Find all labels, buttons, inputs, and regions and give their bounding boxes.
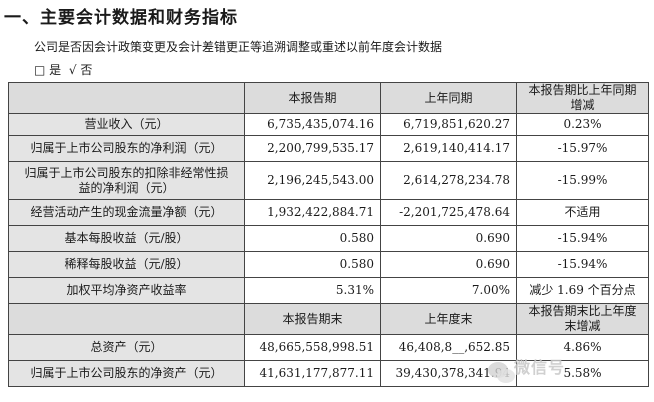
prior-value: 7.00%: [380, 277, 517, 304]
change-value: 不适用: [516, 199, 649, 226]
table-row: 归属于上市公司股东的净资产（元） 41,631,177,877.11 39,43…: [8, 360, 649, 387]
current-value: 48,665,558,998.51: [244, 334, 381, 361]
change-value: 减少 1.69 个百分点: [516, 277, 649, 304]
prior-value: 0.690: [380, 225, 517, 252]
restatement-question: 公司是否因会计政策变更及会计差错更正等追溯调整或重述以前年度会计数据: [34, 40, 443, 54]
current-value: 2,196,245,543.00: [244, 161, 381, 200]
current-value: 6,735,435,074.16: [244, 113, 381, 136]
table-row: 经营活动产生的现金流量净额（元） 1,932,422,884.71 -2,201…: [8, 199, 649, 226]
row-label-line: 归属于上市公司股东的扣除非经常性损: [24, 165, 229, 180]
row-label: 总资产（元）: [8, 334, 245, 361]
header-cell: 上年度末: [380, 303, 517, 335]
table-row: 稀释每股收益（元/股） 0.580 0.690 -15.94%: [8, 251, 649, 278]
row-label: 归属于上市公司股东的净资产（元）: [8, 360, 245, 387]
table-header-row: 本报告期 上年同期 本报告期比上年同期增减: [8, 82, 649, 114]
checkmark-icon: √: [68, 63, 77, 77]
change-value: 5.58%: [516, 360, 649, 387]
table-row: 加权平均净资产收益率 5.31% 7.00% 减少 1.69 个百分点: [8, 277, 649, 304]
row-label: 加权平均净资产收益率: [8, 277, 245, 304]
row-label-line: 益的净利润（元）: [78, 180, 175, 195]
row-label: 营业收入（元）: [8, 113, 245, 136]
checkbox-empty-icon: □: [34, 63, 46, 77]
prior-value: 0.690: [380, 251, 517, 278]
table-row: 营业收入（元） 6,735,435,074.16 6,719,851,620.2…: [8, 113, 649, 136]
header-cell: 上年同期: [380, 82, 517, 114]
prior-value: 6,719,851,620.27: [380, 113, 517, 136]
prior-value: 46,408,8__,652.85: [380, 334, 517, 361]
row-label: 稀释每股收益（元/股）: [8, 251, 245, 278]
change-value: -15.97%: [516, 135, 649, 162]
prior-value: 2,614,278,234.78: [380, 161, 517, 200]
header-cell: 本报告期比上年同期增减: [516, 82, 649, 114]
row-label: 归属于上市公司股东的扣除非经常性损 益的净利润（元）: [8, 161, 245, 200]
table-header-row: 本报告期末 上年度末 本报告期末比上年度末增减: [8, 303, 649, 335]
header-cell: 本报告期: [244, 82, 381, 114]
prior-value: 2,619,140,414.17: [380, 135, 517, 162]
table-row: 总资产（元） 48,665,558,998.51 46,408,8__,652.…: [8, 334, 649, 361]
row-label: 经营活动产生的现金流量净额（元）: [8, 199, 245, 226]
change-value: -15.94%: [516, 251, 649, 278]
change-value: -15.94%: [516, 225, 649, 252]
prior-value: 39,430,378,341.94: [380, 360, 517, 387]
row-label: 基本每股收益（元/股）: [8, 225, 245, 252]
header-cell: [8, 82, 245, 114]
option-no-label: 否: [80, 63, 93, 77]
current-value: 0.580: [244, 251, 381, 278]
prior-value: -2,201,725,478.64: [380, 199, 517, 226]
row-label: 归属于上市公司股东的净利润（元）: [8, 135, 245, 162]
table-row: 归属于上市公司股东的扣除非经常性损 益的净利润（元） 2,196,245,543…: [8, 161, 649, 200]
current-value: 2,200,799,535.17: [244, 135, 381, 162]
current-value: 5.31%: [244, 277, 381, 304]
table-row: 归属于上市公司股东的净利润（元） 2,200,799,535.17 2,619,…: [8, 135, 649, 162]
section-heading: 一、主要会计数据和财务指标: [4, 8, 238, 28]
change-value: 0.23%: [516, 113, 649, 136]
header-cell: [8, 303, 245, 335]
table-row: 基本每股收益（元/股） 0.580 0.690 -15.94%: [8, 225, 649, 252]
financial-data-table: 本报告期 上年同期 本报告期比上年同期增减 营业收入（元） 6,735,435,…: [8, 82, 649, 387]
change-value: -15.99%: [516, 161, 649, 200]
current-value: 0.580: [244, 225, 381, 252]
header-cell: 本报告期末: [244, 303, 381, 335]
restatement-options: □ 是 √ 否: [34, 61, 92, 78]
watermark-text: 微信号: [514, 358, 566, 377]
current-value: 1,932,422,884.71: [244, 199, 381, 226]
current-value: 41,631,177,877.11: [244, 360, 381, 387]
option-yes-label: 是: [49, 63, 62, 77]
header-cell: 本报告期末比上年度末增减: [516, 303, 649, 335]
